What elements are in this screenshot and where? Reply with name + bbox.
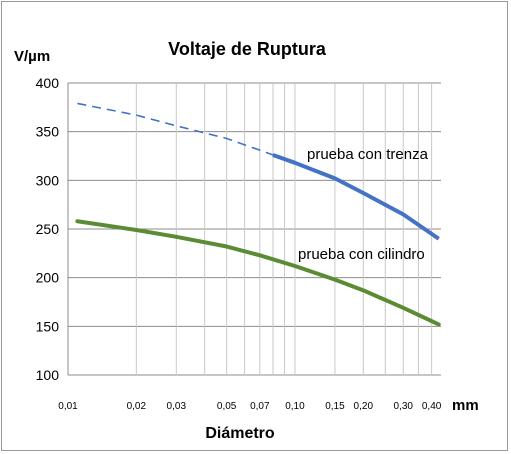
- x-tick-labels: 0,01 0,02 0,03 0,05 0,07 0,10 0,15 0,20 0,30 0,40: [58, 401, 442, 412]
- y-axis-label: V/µm: [14, 48, 50, 65]
- x-axis-unit: mm: [452, 397, 479, 414]
- x-tick-label: 0,02: [127, 401, 147, 412]
- x-tick-label: 0,07: [250, 401, 270, 412]
- x-tick-label: 0,10: [285, 401, 305, 412]
- series-label-trenza: prueba con trenza: [307, 146, 429, 163]
- x-tick-label: 0,40: [422, 401, 442, 412]
- series-line-solid: [272, 153, 440, 241]
- series-label-cilindro: prueba con cilindro: [298, 246, 425, 263]
- x-axis-label: Diámetro: [205, 425, 275, 442]
- y-tick-label: 350: [36, 124, 60, 140]
- grid-lines: [67, 82, 441, 376]
- y-tick-label: 250: [36, 221, 60, 237]
- y-tick-label: 200: [36, 270, 60, 286]
- x-tick-label: 0,30: [394, 401, 414, 412]
- series-line-dashed: [77, 102, 274, 156]
- y-tick-labels: 100 150 200 250 300 350 400: [36, 75, 60, 383]
- x-tick-label: 0,05: [217, 401, 237, 412]
- series-line: [75, 219, 441, 327]
- x-tick-label: 0,03: [167, 401, 187, 412]
- y-tick-label: 100: [36, 367, 60, 383]
- x-tick-label: 0,15: [325, 401, 345, 412]
- x-tick-label: 0,01: [58, 401, 78, 412]
- series-lines: [75, 102, 441, 327]
- chart-title: Voltaje de Ruptura: [168, 39, 327, 59]
- y-tick-label: 150: [36, 318, 60, 334]
- y-tick-label: 300: [36, 172, 60, 188]
- x-tick-label: 0,20: [354, 401, 374, 412]
- y-tick-label: 400: [36, 75, 60, 91]
